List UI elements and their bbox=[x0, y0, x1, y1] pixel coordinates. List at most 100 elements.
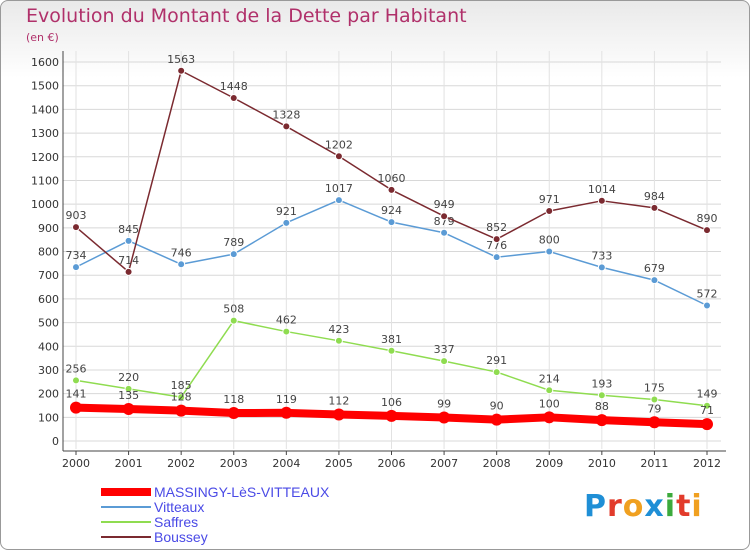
legend-swatch bbox=[101, 488, 151, 496]
data-point bbox=[177, 260, 186, 269]
data-point bbox=[280, 406, 293, 419]
legend-label: Saffres bbox=[154, 514, 199, 530]
data-label: 924 bbox=[381, 204, 402, 217]
data-point bbox=[229, 250, 238, 259]
data-point bbox=[543, 411, 556, 424]
data-point bbox=[492, 368, 501, 377]
data-point bbox=[703, 301, 711, 310]
y-tick-label: 800 bbox=[38, 246, 59, 259]
x-tick-label: 2006 bbox=[378, 457, 406, 470]
legend-label: MASSINGY-LèS-VITTEAUX bbox=[154, 484, 330, 500]
data-label: 149 bbox=[697, 388, 718, 401]
y-tick-label: 900 bbox=[38, 222, 59, 235]
data-label: 949 bbox=[434, 198, 455, 211]
y-tick-label: 300 bbox=[38, 364, 59, 377]
data-label: 789 bbox=[223, 236, 244, 249]
x-tick-label: 2001 bbox=[115, 457, 143, 470]
y-tick-label: 1100 bbox=[31, 174, 59, 187]
data-point bbox=[334, 336, 343, 345]
data-point bbox=[282, 122, 291, 131]
data-label: 99 bbox=[437, 398, 451, 411]
data-point bbox=[282, 218, 291, 227]
y-tick-label: 1400 bbox=[31, 103, 59, 116]
data-label: 508 bbox=[223, 303, 244, 316]
data-label: 381 bbox=[381, 333, 402, 346]
data-label: 71 bbox=[700, 404, 714, 417]
data-point bbox=[334, 196, 343, 205]
x-tick-label: 2008 bbox=[483, 457, 511, 470]
data-label: 903 bbox=[66, 209, 87, 222]
data-point bbox=[545, 206, 554, 215]
data-label: 220 bbox=[118, 371, 139, 384]
y-tick-label: 100 bbox=[38, 411, 59, 424]
data-point bbox=[650, 395, 659, 404]
y-tick-label: 0 bbox=[52, 435, 59, 448]
chart-subtitle: (en €) bbox=[26, 31, 59, 44]
logo-letter: P bbox=[584, 489, 607, 524]
x-tick-label: 2002 bbox=[167, 457, 195, 470]
data-label: 128 bbox=[171, 391, 192, 404]
data-label: 462 bbox=[276, 314, 297, 327]
chart-title: Evolution du Montant de la Dette par Hab… bbox=[26, 5, 467, 27]
data-label: 119 bbox=[276, 393, 297, 406]
data-point bbox=[650, 203, 659, 212]
logo-letter: t bbox=[676, 489, 692, 524]
data-point bbox=[227, 407, 240, 420]
y-tick-label: 500 bbox=[38, 317, 59, 330]
data-label: 79 bbox=[647, 402, 661, 415]
data-label: 135 bbox=[118, 389, 139, 402]
data-point bbox=[648, 416, 661, 429]
data-point bbox=[701, 418, 713, 431]
data-label: 100 bbox=[539, 397, 560, 410]
data-label: 1017 bbox=[325, 182, 353, 195]
data-point bbox=[650, 276, 659, 285]
data-label: 1060 bbox=[378, 172, 406, 185]
data-label: 256 bbox=[66, 362, 87, 375]
data-point bbox=[124, 236, 133, 245]
data-point bbox=[492, 253, 501, 262]
data-point bbox=[229, 316, 238, 325]
logo-letter: r bbox=[607, 489, 623, 524]
legend-swatch bbox=[101, 506, 151, 508]
data-label: 141 bbox=[66, 388, 87, 401]
data-label: 112 bbox=[328, 394, 349, 407]
data-point bbox=[124, 267, 133, 276]
data-point bbox=[703, 401, 711, 410]
data-label: 193 bbox=[591, 377, 612, 390]
data-label: 679 bbox=[644, 262, 665, 275]
data-label: 337 bbox=[434, 343, 455, 356]
data-label: 118 bbox=[223, 393, 244, 406]
legend-item: Vitteaux bbox=[101, 500, 401, 515]
data-label: 1563 bbox=[167, 53, 195, 66]
data-point bbox=[72, 376, 80, 385]
chart-plot: 0 100 200 300 400 500 600 700 800 900 1000 1100 1200… bbox=[31, 51, 726, 470]
y-tick-label: 600 bbox=[38, 293, 59, 306]
x-tick-label: 2010 bbox=[588, 457, 616, 470]
data-label: 800 bbox=[539, 234, 560, 247]
y-tick-label: 400 bbox=[38, 340, 59, 353]
data-point bbox=[175, 404, 188, 417]
legend-item: Boussey bbox=[101, 530, 401, 545]
data-point bbox=[703, 226, 711, 235]
data-label: 1202 bbox=[325, 138, 353, 151]
data-point bbox=[332, 408, 345, 421]
data-label: 746 bbox=[171, 246, 192, 259]
data-point bbox=[597, 263, 606, 272]
x-tick-label: 2012 bbox=[693, 457, 721, 470]
data-point bbox=[177, 66, 186, 75]
data-label: 971 bbox=[539, 193, 560, 206]
data-label: 984 bbox=[644, 190, 665, 203]
data-label: 1014 bbox=[588, 183, 616, 196]
data-point bbox=[492, 235, 501, 244]
x-tick-label: 2003 bbox=[220, 457, 248, 470]
data-label: 1328 bbox=[272, 108, 300, 121]
data-label: 291 bbox=[486, 354, 507, 367]
data-point bbox=[122, 403, 135, 416]
data-label: 921 bbox=[276, 205, 297, 218]
logo-letter: i bbox=[664, 489, 677, 524]
data-point bbox=[545, 386, 554, 395]
data-point bbox=[177, 393, 186, 402]
data-point bbox=[387, 218, 396, 227]
legend-item: Saffres bbox=[101, 515, 401, 530]
